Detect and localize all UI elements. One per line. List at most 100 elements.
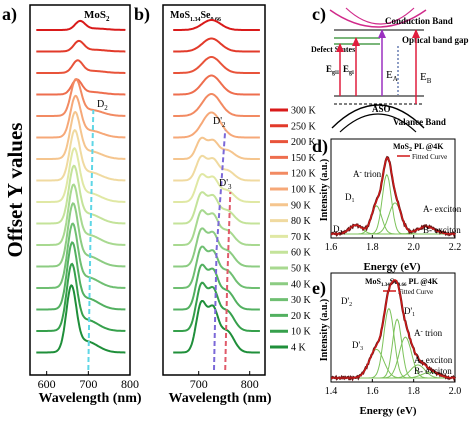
panel-b-x-tick-label: 700 bbox=[190, 377, 208, 391]
panel-b: b) MoS1.34Se0.66 D'2 D'3 700 800 Waveleng… bbox=[134, 4, 272, 406]
eb-arrow-head bbox=[412, 29, 420, 38]
legend-label: 100 K bbox=[291, 185, 317, 196]
panel-b-curves bbox=[173, 19, 260, 354]
panel-d-letter: d) bbox=[312, 136, 328, 157]
panel-d-legend-label: Fitted Curve bbox=[412, 153, 447, 161]
panel-d-b-exciton-label: B- exciton bbox=[423, 225, 461, 235]
x-tick-label: 2.0 bbox=[407, 242, 420, 253]
x-tick-label: 1.6 bbox=[325, 242, 338, 253]
legend-label: 250 K bbox=[291, 121, 317, 132]
panel-b-d2-label: D'2 bbox=[213, 116, 226, 129]
panel-b-series-300k bbox=[173, 19, 260, 31]
panel-a-series-120k bbox=[36, 78, 126, 117]
panel-a-series-10k bbox=[36, 262, 126, 332]
panel-d-xlabel: Energy (eV) bbox=[363, 261, 420, 273]
panel-a-series-4k bbox=[36, 284, 126, 354]
panel-a-d2-label: D2 bbox=[97, 99, 108, 112]
panel-b-series-100k bbox=[173, 111, 260, 139]
panel-a-series-20k bbox=[36, 241, 126, 311]
panel-d-frame bbox=[330, 138, 456, 239]
panel-d-plot bbox=[330, 155, 457, 238]
panel-b-series-4k bbox=[173, 300, 260, 354]
legend-label: 4 K bbox=[291, 343, 307, 354]
panel-d: d) MoS2 PL @4K Fitted Curve A- trion D1 … bbox=[312, 136, 462, 273]
panel-b-letter: b) bbox=[134, 4, 150, 25]
panel-a-x-tick-label: 600 bbox=[38, 377, 56, 391]
legend-label: 30 K bbox=[291, 295, 312, 306]
panel-e-x-ticks: 1.4 1.6 1.8 2.0 bbox=[325, 379, 461, 397]
valance-band-curve bbox=[331, 104, 425, 129]
panel-e-xlabel: Energy (eV) bbox=[359, 405, 416, 417]
egI-label: EgI bbox=[343, 64, 354, 76]
panel-e-plot bbox=[330, 279, 457, 382]
panel-e: e) MoS1.34Se0.66 PL @4K Fitted Curve D'2… bbox=[312, 272, 461, 417]
panel-e-d2-label: D'2 bbox=[341, 296, 352, 308]
panel-b-d3-label: D'3 bbox=[219, 178, 232, 191]
ea-label: EA bbox=[386, 69, 398, 83]
panel-d-title: MoS2 PL @4K bbox=[393, 142, 444, 153]
legend-label: 60 K bbox=[291, 248, 312, 259]
x-tick-label: 1.8 bbox=[366, 242, 379, 253]
panel-b-series-50k bbox=[173, 209, 260, 246]
panel-c-letter: c) bbox=[312, 4, 326, 25]
conduction-band-curve-2 bbox=[345, 7, 415, 25]
legend-label: 70 K bbox=[291, 232, 312, 243]
panel-a-series-90k bbox=[36, 110, 126, 160]
panel-b-series-200k bbox=[173, 56, 260, 74]
panel-a-series-100k bbox=[36, 94, 126, 139]
panel-b-series-20k bbox=[173, 263, 260, 311]
panel-a-series-40k bbox=[36, 202, 126, 268]
legend-label: 90 K bbox=[291, 200, 312, 211]
panel-e-trion-label: A- trion bbox=[414, 327, 443, 338]
panel-b-series-90k bbox=[173, 136, 260, 160]
panel-a-series-70k bbox=[36, 147, 126, 203]
legend-label: 150 K bbox=[291, 153, 317, 164]
aso-label: ASO bbox=[372, 104, 391, 114]
legend-label: 20 K bbox=[291, 311, 312, 322]
legend-label: 300 K bbox=[291, 106, 317, 117]
panel-a-d2-dashed-line bbox=[87, 109, 95, 371]
panel-c: c) Conduction Band Defect States Optical… bbox=[311, 4, 469, 133]
panel-b-series-60k bbox=[173, 191, 260, 225]
panel-a-series-200k bbox=[36, 59, 126, 74]
x-tick-label: 1.4 bbox=[325, 386, 338, 397]
panel-a-series-30k bbox=[36, 222, 126, 289]
panel-e-b-exciton-label: B- exciton bbox=[414, 366, 452, 376]
ea-arrow-head bbox=[378, 29, 386, 38]
fitted-curve bbox=[331, 156, 455, 235]
egII-arrow-head bbox=[336, 43, 344, 52]
legend-label: 80 K bbox=[291, 216, 312, 227]
panel-b-x-ticks: 700 800 bbox=[190, 371, 259, 391]
panel-d-a-exciton-label: A- exciton bbox=[423, 204, 462, 214]
panel-a-x-ticks: 600 700 800 bbox=[38, 371, 139, 391]
valance-band-label: Valance Band bbox=[393, 117, 446, 127]
panel-a-series-300k bbox=[36, 19, 126, 31]
panel-b-series-150k bbox=[173, 74, 260, 96]
panel-b-series-80k bbox=[173, 154, 260, 182]
legend: 300 K 250 K 200 K 150 K 120 K 100 K 90 K 80 K 70… bbox=[270, 106, 317, 354]
panel-d-ylabel: Intensity (a.u.) bbox=[319, 159, 330, 222]
panel-b-frame bbox=[162, 4, 266, 376]
panel-e-d1-label: D'1 bbox=[404, 306, 415, 318]
panel-d-d1-label: D1 bbox=[345, 192, 355, 204]
panel-a-series-250k bbox=[36, 39, 126, 53]
panel-e-letter: e) bbox=[312, 278, 326, 299]
panel-a-xlabel: Wavelength (nm) bbox=[38, 391, 141, 406]
legend-label: 50 K bbox=[291, 264, 312, 275]
egII-label: EgII bbox=[326, 64, 339, 76]
fitted-curve bbox=[331, 279, 455, 379]
legend-label: 10 K bbox=[291, 327, 312, 338]
panel-a-inset-label: MoS2 bbox=[84, 9, 110, 23]
panel-a-x-tick-label: 800 bbox=[121, 377, 139, 391]
legend-label: 200 K bbox=[291, 137, 317, 148]
panel-d-d2-label: D2 bbox=[333, 224, 343, 236]
panel-b-x-tick-label: 800 bbox=[241, 377, 259, 391]
panel-b-d2-dashed-line bbox=[213, 129, 227, 371]
x-tick-label: 1.8 bbox=[407, 386, 420, 397]
panel-b-series-120k bbox=[173, 93, 260, 117]
panel-a-frame bbox=[29, 4, 131, 376]
panel-b-series-250k bbox=[173, 37, 260, 53]
panel-e-d3-label: D'3 bbox=[352, 340, 363, 352]
panel-a-series-80k bbox=[36, 129, 126, 182]
eb-label: EB bbox=[420, 71, 432, 85]
